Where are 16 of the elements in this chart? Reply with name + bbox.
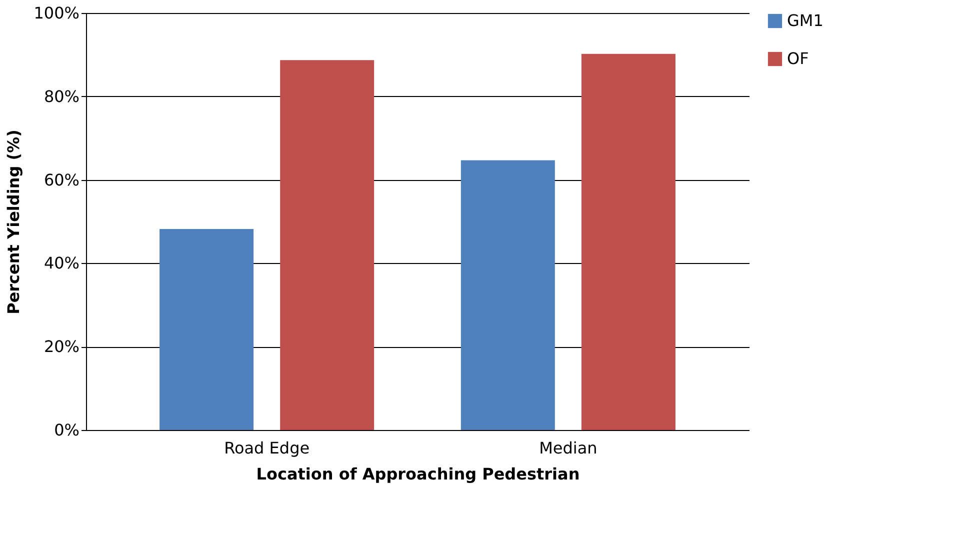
bar	[581, 54, 676, 430]
y-tick-label: 60%	[44, 170, 80, 190]
legend-label: GM1	[787, 11, 824, 30]
bar	[460, 160, 555, 430]
y-tick-label: 0%	[54, 420, 80, 440]
bar	[280, 60, 374, 430]
x-tick-label: Median	[539, 438, 598, 458]
bar	[160, 229, 254, 430]
y-tick-label: 40%	[44, 254, 80, 273]
x-tick-label: Road Edge	[224, 438, 310, 458]
y-tick-label: 20%	[44, 337, 80, 356]
y-tick-label: 80%	[44, 86, 80, 106]
y-axis-title: Percent Yielding (%)	[4, 130, 23, 314]
y-tick-label: 100%	[34, 4, 80, 22]
legend-label: OF	[787, 49, 809, 68]
x-axis-title: Location of Approaching Pedestrian	[256, 464, 580, 484]
